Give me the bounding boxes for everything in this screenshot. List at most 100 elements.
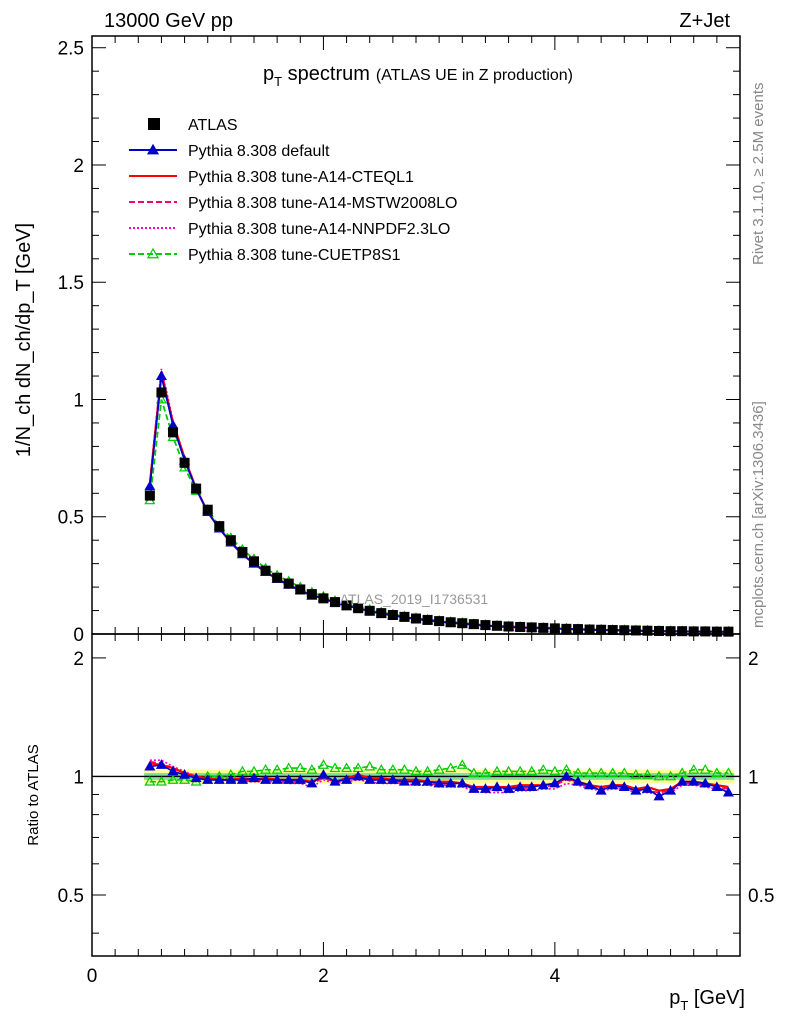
legend-label-2: Pythia 8.308 tune-A14-CTEQL1 — [188, 169, 414, 186]
ratio-point-s0-42 — [630, 785, 642, 795]
atlas-data-point-20 — [376, 608, 387, 619]
atlas-data-point-14 — [306, 589, 317, 600]
main-y-tick-label: 0.5 — [58, 508, 84, 529]
ratio-point-s0-11 — [271, 774, 283, 784]
ratio-point-s0-33 — [526, 781, 538, 792]
ratio-point-s4-32 — [514, 765, 526, 776]
ratio-point-s0-0 — [144, 760, 156, 771]
ratio-point-s4-24 — [422, 765, 434, 776]
ratio-point-s0-15 — [317, 769, 329, 779]
x-tick-label: 2 — [318, 966, 329, 987]
ratio-point-s0-8 — [236, 774, 248, 784]
atlas-data-point-19 — [364, 605, 375, 616]
atlas-data-point-2 — [168, 427, 178, 438]
collision-label: 13000 GeV pp — [104, 10, 233, 32]
watermark: ATLAS_2019_I1736531 — [340, 591, 489, 607]
ratio-point-s4-35 — [549, 765, 561, 776]
atlas-data-point-25 — [434, 616, 445, 627]
ratio-point-s4-11 — [271, 764, 283, 774]
x-label-main: p — [669, 987, 680, 1009]
atlas-data-point-32 — [515, 621, 526, 632]
legend-label-5: Pythia 8.308 tune-CUETP8S1 — [188, 247, 401, 264]
ratio-point-s4-34 — [537, 764, 549, 774]
ratio-point-s4-15 — [317, 759, 329, 769]
ratio-point-s0-49 — [711, 781, 723, 792]
ratio-point-s4-21 — [387, 764, 399, 774]
ratio-point-s0-34 — [537, 779, 549, 790]
ratio-series-line-2 — [149, 760, 729, 794]
atlas-data-point-29 — [480, 620, 491, 631]
ratio-point-s4-41 — [618, 767, 630, 778]
ratio-point-s0-47 — [688, 775, 700, 786]
process-label: Z+Jet — [679, 10, 730, 32]
ratio-y-tick-label: 2 — [73, 649, 84, 670]
ratio-point-s0-39 — [595, 785, 607, 795]
mcplots-reference: mcplots.cern.ch [arXiv:1306.3436] — [750, 401, 767, 628]
ratio-point-s4-44 — [653, 770, 665, 781]
ratio-point-s4-1 — [155, 775, 167, 786]
legend-label-4: Pythia 8.308 tune-A14-NNPDF2.3LO — [188, 221, 450, 238]
ratio-point-s4-43 — [641, 769, 653, 779]
ratio-point-s0-16 — [329, 775, 341, 786]
ratio-point-s0-23 — [410, 775, 422, 786]
atlas-data-point-5 — [202, 504, 213, 515]
atlas-data-point-27 — [457, 618, 468, 629]
main-y-axis-label: 1/N_ch dN_ch/dp_T [GeV] — [13, 223, 35, 457]
ratio-point-s0-14 — [306, 777, 318, 788]
atlas-data-point-31 — [503, 621, 514, 632]
ratio-point-s0-10 — [260, 774, 272, 784]
ratio-point-s0-28 — [468, 783, 480, 793]
ratio-point-s4-3 — [179, 774, 191, 784]
ratio-point-s0-7 — [225, 774, 237, 784]
ratio-panel: 0.5 0.5 1 1 2 2 0 2 4 Ratio to ATLAS pT [GeV] — [25, 633, 774, 1013]
ratio-point-s0-40 — [607, 779, 619, 790]
ratio-point-s0-19 — [364, 774, 376, 784]
atlas-data-point-24 — [422, 614, 433, 625]
atlas-data-point-48 — [700, 626, 711, 637]
atlas-data-point-7 — [225, 535, 236, 546]
main-point-s1-1 — [155, 370, 167, 381]
ratio-point-s0-30 — [491, 781, 503, 792]
ratio-point-s0-18 — [352, 770, 364, 781]
ratio-point-s0-12 — [283, 774, 295, 784]
atlas-data-point-13 — [295, 584, 306, 595]
ratio-point-s0-20 — [375, 774, 387, 784]
legend-label-1: Pythia 8.308 default — [188, 143, 330, 160]
ratio-point-s4-40 — [607, 767, 619, 778]
ratio-point-s4-28 — [468, 767, 480, 778]
ratio-y-tick-label: 0.5 — [58, 886, 84, 907]
x-label-rest: [GeV] — [688, 987, 745, 1009]
atlas-data-point-6 — [214, 521, 225, 532]
ratio-point-s0-25 — [433, 777, 445, 788]
rivet-version: Rivet 3.1.10, ≥ 2.5M events — [750, 83, 767, 266]
ratio-y-tick-label-right: 1 — [748, 767, 759, 788]
ratio-point-s4-30 — [491, 765, 503, 776]
x-tick-label: 4 — [550, 966, 561, 987]
ratio-point-s0-4 — [190, 772, 202, 783]
title-subscript: T — [274, 74, 282, 89]
legend-marker-5 — [146, 247, 160, 259]
legend: ATLAS Pythia 8.308 default Pythia 8.308 tu… — [129, 117, 457, 264]
ratio-point-s0-2 — [167, 765, 179, 776]
ratio-point-s0-3 — [179, 769, 191, 779]
atlas-data-point-40 — [607, 625, 618, 636]
ratio-y-tick-label: 1 — [73, 767, 84, 788]
atlas-data-point-22 — [399, 611, 410, 622]
ratio-point-s0-46 — [676, 775, 688, 786]
atlas-data-point-44 — [654, 625, 664, 636]
ratio-point-s0-35 — [549, 777, 561, 788]
atlas-data-point-4 — [191, 483, 202, 494]
ratio-point-s0-37 — [572, 775, 584, 786]
ratio-point-s0-17 — [341, 774, 353, 784]
ratio-point-s4-26 — [445, 762, 457, 773]
atlas-data-point-15 — [318, 593, 329, 604]
x-label-subscript: T — [680, 998, 688, 1013]
ratio-plot-frame — [91, 633, 741, 957]
ratio-point-s4-45 — [665, 770, 677, 781]
atlas-data-point-38 — [584, 624, 595, 635]
ratio-point-s4-19 — [364, 760, 376, 771]
ratio-point-s0-43 — [641, 783, 653, 793]
atlas-data-point-36 — [561, 623, 572, 634]
legend-marker-0 — [148, 118, 160, 130]
ratio-point-s4-38 — [584, 767, 596, 778]
